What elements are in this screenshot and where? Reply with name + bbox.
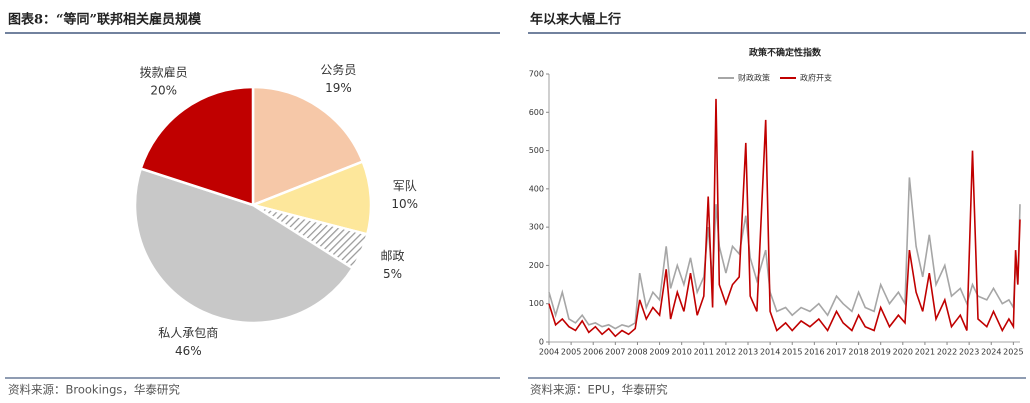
slice-value: 5%	[383, 267, 402, 281]
slice-label: 军队	[393, 178, 417, 193]
slice-value: 46%	[175, 344, 202, 358]
slice-value: 20%	[150, 84, 177, 98]
legend-label: 政府开支	[800, 73, 832, 83]
x-tick-label: 2025	[1003, 348, 1023, 357]
pie-slice	[251, 85, 365, 207]
source: 资料来源：Brookings，华泰研究	[8, 383, 180, 397]
x-tick-label: 2012	[716, 348, 736, 357]
chart-title: 政策不确定性指数	[749, 47, 822, 59]
y-tick-label: 400	[529, 184, 544, 193]
x-tick-label: 2015	[782, 348, 802, 357]
pie-slice	[248, 159, 373, 236]
x-tick-label: 2006	[583, 348, 603, 357]
slice-label: 拨款雇员	[140, 65, 188, 80]
x-tick-label: 2013	[738, 348, 758, 357]
slice-value: 10%	[391, 197, 418, 211]
line-header: 年以来大幅上行	[530, 12, 621, 28]
slice-label: 邮政	[380, 249, 404, 263]
series-line	[548, 177, 1021, 330]
x-tick-label: 2007	[605, 348, 625, 357]
x-tick-label: 2016	[804, 348, 824, 357]
x-tick-label: 2005	[561, 348, 581, 357]
x-tick-label: 2014	[760, 348, 780, 357]
x-tick-label: 2011	[694, 348, 714, 357]
x-tick-label: 2019	[871, 348, 891, 357]
x-tick-label: 2008	[627, 348, 647, 357]
series-line	[548, 98, 1021, 338]
y-tick-label: 600	[529, 108, 544, 117]
slice-label: 公务员	[320, 62, 356, 77]
x-tick-label: 2017	[826, 348, 846, 357]
y-tick-label: 0	[539, 338, 544, 347]
x-tick-label: 2020	[893, 348, 913, 357]
y-tick-label: 300	[529, 223, 544, 232]
x-tick-label: 2018	[848, 348, 868, 357]
source: 资料来源：EPU，华泰研究	[530, 383, 668, 397]
x-tick-label: 2021	[915, 348, 935, 357]
slice-value: 19%	[325, 81, 352, 95]
x-tick-label: 2010	[671, 348, 691, 357]
x-tick-label: 2023	[959, 348, 979, 357]
x-tick-label: 2022	[937, 348, 957, 357]
y-tick-label: 500	[529, 146, 544, 155]
y-tick-label: 700	[529, 70, 544, 79]
legend-label: 财政政策	[738, 73, 770, 83]
pie-slice	[133, 166, 355, 325]
pie-slice	[139, 85, 255, 207]
pie-title: 图表8：“等同”联邦相关雇员规模	[8, 12, 202, 28]
x-tick-label: 2004	[539, 348, 559, 357]
y-tick-label: 100	[529, 299, 544, 308]
x-tick-label: 2009	[649, 348, 669, 357]
y-tick-label: 200	[529, 261, 544, 270]
x-tick-label: 2024	[981, 348, 1001, 357]
slice-label: 私人承包商	[158, 325, 218, 340]
